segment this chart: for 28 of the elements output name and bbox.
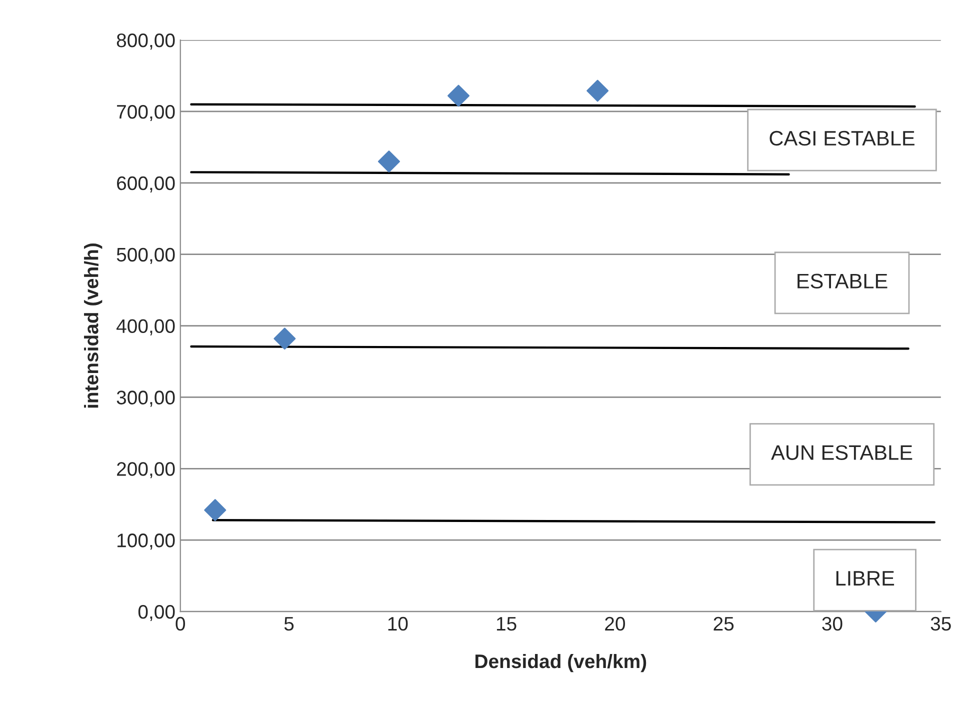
y-tick-label: 300,00 (116, 390, 175, 407)
y-tick-label: 700,00 (117, 104, 175, 122)
x-tick-label: 10 (388, 616, 408, 631)
point (586, 80, 609, 102)
x-tick-label: 20 (605, 616, 625, 631)
y-tick-label: 500,00 (116, 248, 175, 264)
x-tick-label: 15 (496, 617, 516, 631)
y-tick-label: 600,00 (117, 176, 175, 192)
y-tick-label: 0,00 (138, 604, 175, 622)
point (274, 328, 296, 350)
y-axis-title: intensidad (veh/h) (84, 244, 102, 408)
x-tick-label: 0 (176, 616, 186, 631)
x-tick-label: 25 (714, 616, 734, 631)
x-tick-label: 35 (930, 616, 951, 631)
y-tick-label: 100,00 (118, 534, 175, 550)
annotation: LIBRE (836, 571, 894, 586)
y-tick-label: 200,00 (117, 462, 175, 478)
y-tick-label: 800,00 (116, 34, 175, 50)
point (448, 84, 470, 107)
annotation: CASI ESTABLE (770, 130, 914, 146)
y-tick-label: 400,00 (116, 319, 175, 336)
x-axis-title: Densidad (veh/km) (475, 654, 646, 672)
point (378, 150, 400, 172)
x-tick-label: 5 (284, 617, 294, 631)
point (204, 499, 226, 522)
x-tick-label: 30 (822, 616, 842, 631)
annotation: ESTABLE (798, 274, 888, 289)
annotation: AUN ESTABLE (771, 445, 912, 460)
